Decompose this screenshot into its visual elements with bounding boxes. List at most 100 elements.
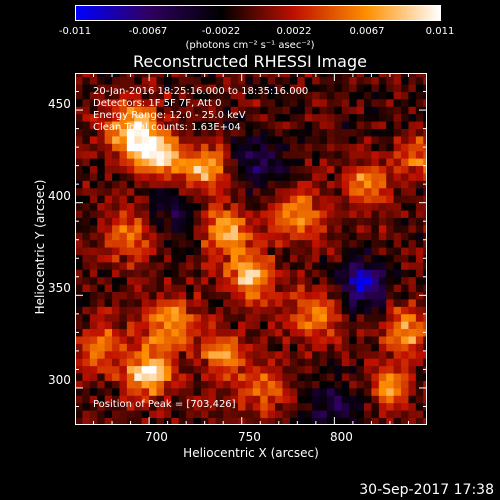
colorbar-tick: -0.011 <box>58 26 92 37</box>
heatmap-cell <box>260 387 269 396</box>
heatmap-cell <box>267 135 276 144</box>
heatmap-cell <box>260 232 269 241</box>
heatmap-cell <box>245 143 254 152</box>
heatmap-cell <box>304 73 313 78</box>
heatmap-cell <box>393 113 402 122</box>
heatmap-cell <box>415 150 424 159</box>
x-tick-label: 700 <box>145 430 168 444</box>
heatmap-cell <box>349 276 357 285</box>
heatmap-cell <box>349 113 357 122</box>
heatmap-cell <box>186 76 194 85</box>
heatmap-cell <box>371 410 380 418</box>
heatmap-cell <box>104 417 113 425</box>
heatmap-cell <box>141 106 150 115</box>
heatmap-cell <box>112 284 120 293</box>
heatmap-cell <box>349 328 357 337</box>
heatmap-cell <box>386 158 395 167</box>
heatmap-cell <box>304 417 313 425</box>
heatmap-cell <box>156 365 165 374</box>
heatmap-cell <box>393 373 402 381</box>
heatmap-cell <box>408 121 417 129</box>
heatmap-cell <box>297 247 306 255</box>
heatmap-cell <box>193 313 202 322</box>
heatmap-cell <box>260 165 269 174</box>
heatmap-cell <box>378 224 387 233</box>
heatmap-cell <box>304 387 313 396</box>
heatmap-cell <box>171 173 180 181</box>
heatmap-cell <box>238 150 246 159</box>
heatmap-cell <box>282 195 291 204</box>
heatmap-cell <box>134 313 143 322</box>
heatmap-cell <box>401 261 409 270</box>
heatmap-cell <box>178 232 187 241</box>
heatmap-cell <box>245 291 254 300</box>
heatmap-cell <box>371 91 380 100</box>
heatmap-cell <box>171 232 180 241</box>
heatmap-cell <box>245 106 254 115</box>
heatmap-cell <box>223 84 232 92</box>
heatmap-cell <box>238 173 246 181</box>
heatmap-cell <box>112 254 120 263</box>
heatmap-cell <box>230 135 239 144</box>
heatmap-cell <box>386 313 395 322</box>
heatmap-cell <box>223 321 232 330</box>
heatmap-cell <box>171 143 180 152</box>
heatmap-cell <box>319 336 328 344</box>
heatmap-cell <box>200 232 209 241</box>
heatmap-cell <box>267 121 276 129</box>
heatmap-cell <box>260 98 269 107</box>
heatmap-cell <box>349 232 357 241</box>
heatmap-cell <box>82 358 91 367</box>
heatmap-cell <box>186 299 194 307</box>
heatmap-cell <box>349 321 357 330</box>
heatmap-cell <box>112 402 120 411</box>
heatmap-cell <box>275 269 283 278</box>
heatmap-cell <box>334 187 343 196</box>
heatmap-cell <box>356 217 365 226</box>
heatmap-cell <box>356 113 365 122</box>
heatmap-cell <box>401 269 409 278</box>
heatmap-cell <box>193 217 202 226</box>
heatmap-cell <box>260 128 269 137</box>
heatmap-cell <box>356 232 365 241</box>
heatmap-cell <box>393 395 402 404</box>
heatmap-cell <box>82 202 91 211</box>
heatmap-cell <box>89 76 98 85</box>
heatmap-cell <box>82 247 91 255</box>
heatmap-cell <box>119 417 128 425</box>
heatmap-cell <box>393 284 402 293</box>
heatmap-cell <box>126 195 135 204</box>
heatmap-cell <box>149 121 157 129</box>
heatmap-cell <box>386 336 395 344</box>
heatmap-cell <box>245 165 254 174</box>
heatmap-cell <box>326 106 335 115</box>
x-axis-label: Heliocentric X (arcsec) <box>183 446 319 460</box>
heatmap-cell <box>401 210 409 218</box>
heatmap-cell <box>89 261 98 270</box>
heatmap-cell <box>260 284 269 293</box>
heatmap-cell <box>82 291 91 300</box>
heatmap-cell <box>289 336 298 344</box>
heatmap-cell <box>119 336 128 344</box>
heatmap-cell <box>378 410 387 418</box>
heatmap-cell <box>156 269 165 278</box>
heatmap-cell <box>97 224 106 233</box>
heatmap-cell <box>126 224 135 233</box>
heatmap-cell <box>326 143 335 152</box>
heatmap-cell <box>208 195 217 204</box>
heatmap-cell <box>141 121 150 129</box>
heatmap-cell <box>312 365 320 374</box>
heatmap-cell <box>401 165 409 174</box>
heatmap-cell <box>112 417 120 425</box>
heatmap-cell <box>230 73 239 78</box>
heatmap-cell <box>393 261 402 270</box>
heatmap-cell <box>238 91 246 100</box>
heatmap-cell <box>156 247 165 255</box>
heatmap-cell <box>156 232 165 241</box>
heatmap-cell <box>275 276 283 285</box>
heatmap-cell <box>275 321 283 330</box>
heatmap-cell <box>171 121 180 129</box>
heatmap-cell <box>119 143 128 152</box>
heatmap-cell <box>349 387 357 396</box>
heatmap-cell <box>260 269 269 278</box>
